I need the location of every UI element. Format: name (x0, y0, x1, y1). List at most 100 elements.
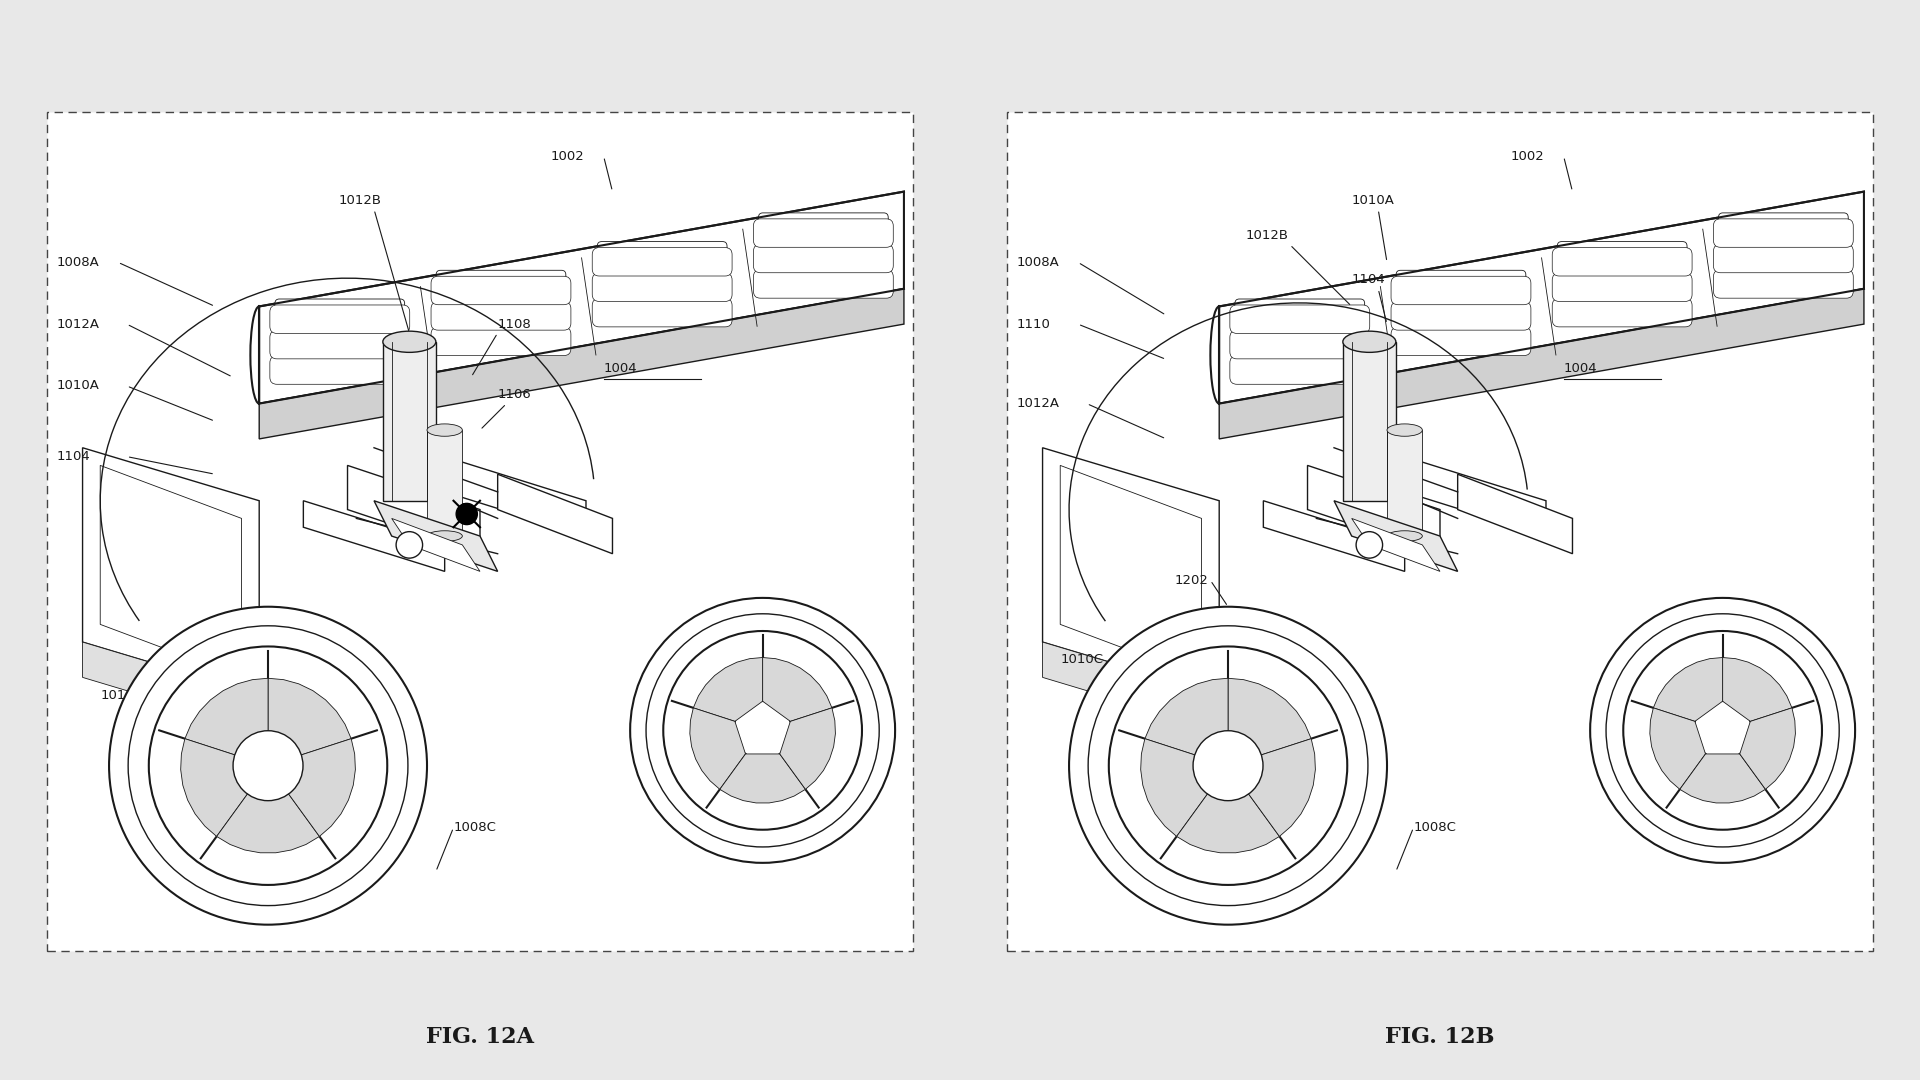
Circle shape (1089, 625, 1367, 906)
Text: FIG. 12B: FIG. 12B (1384, 1026, 1496, 1048)
Polygon shape (374, 501, 497, 571)
Polygon shape (1043, 642, 1219, 730)
Text: 1010A: 1010A (56, 379, 100, 392)
Text: 1002: 1002 (1511, 150, 1544, 163)
Polygon shape (259, 191, 904, 404)
FancyBboxPatch shape (1551, 273, 1692, 301)
FancyBboxPatch shape (1396, 323, 1526, 347)
Polygon shape (445, 457, 586, 536)
FancyBboxPatch shape (1235, 351, 1365, 375)
Polygon shape (1140, 739, 1208, 836)
FancyBboxPatch shape (1235, 324, 1365, 348)
FancyBboxPatch shape (275, 351, 405, 375)
FancyBboxPatch shape (597, 269, 728, 293)
FancyBboxPatch shape (275, 302, 405, 326)
Circle shape (232, 731, 303, 800)
Text: 1008A: 1008A (56, 256, 98, 269)
Polygon shape (217, 794, 319, 853)
Text: 1012A: 1012A (1016, 397, 1060, 410)
Circle shape (733, 701, 791, 759)
Polygon shape (1680, 754, 1766, 802)
Polygon shape (720, 754, 806, 802)
FancyBboxPatch shape (597, 294, 728, 318)
Text: 1110: 1110 (1104, 732, 1139, 745)
Circle shape (109, 607, 426, 924)
Polygon shape (1649, 707, 1705, 789)
Polygon shape (1177, 794, 1279, 853)
FancyBboxPatch shape (753, 244, 893, 273)
FancyBboxPatch shape (1713, 270, 1853, 298)
Ellipse shape (382, 332, 436, 352)
Circle shape (1069, 607, 1386, 924)
Ellipse shape (1342, 332, 1396, 352)
Polygon shape (1043, 448, 1219, 696)
FancyBboxPatch shape (436, 270, 566, 294)
FancyBboxPatch shape (1557, 269, 1688, 293)
Text: 1004: 1004 (1563, 362, 1597, 375)
Text: 1010C: 1010C (100, 689, 144, 702)
Ellipse shape (426, 530, 463, 541)
FancyBboxPatch shape (436, 323, 566, 347)
Circle shape (457, 503, 478, 525)
Polygon shape (1308, 465, 1440, 554)
Polygon shape (693, 658, 762, 721)
FancyBboxPatch shape (1718, 241, 1849, 265)
FancyBboxPatch shape (758, 213, 889, 237)
Text: 1108: 1108 (497, 318, 532, 330)
Polygon shape (1229, 678, 1311, 755)
Polygon shape (1740, 707, 1795, 789)
FancyBboxPatch shape (1231, 330, 1369, 359)
Polygon shape (1352, 518, 1440, 571)
Polygon shape (259, 288, 904, 438)
Circle shape (1192, 731, 1263, 800)
Text: 1104: 1104 (56, 450, 90, 463)
FancyBboxPatch shape (271, 305, 409, 334)
Circle shape (1693, 701, 1751, 759)
FancyBboxPatch shape (1551, 247, 1692, 276)
FancyBboxPatch shape (758, 238, 889, 261)
Polygon shape (180, 739, 248, 836)
FancyBboxPatch shape (1396, 298, 1526, 322)
Circle shape (1622, 631, 1822, 829)
Bar (1386, 430, 1423, 536)
Text: 1106: 1106 (497, 388, 532, 402)
Polygon shape (392, 518, 480, 571)
Polygon shape (1722, 658, 1791, 721)
FancyBboxPatch shape (1718, 265, 1849, 288)
Polygon shape (1653, 658, 1722, 721)
FancyBboxPatch shape (1235, 302, 1365, 326)
Text: 1012B: 1012B (338, 194, 382, 207)
FancyBboxPatch shape (753, 219, 893, 247)
FancyBboxPatch shape (1713, 244, 1853, 273)
FancyBboxPatch shape (758, 216, 889, 240)
Text: 1010A: 1010A (1352, 194, 1394, 207)
Circle shape (1110, 647, 1348, 885)
Circle shape (662, 631, 862, 829)
FancyBboxPatch shape (275, 326, 405, 350)
FancyBboxPatch shape (432, 276, 570, 305)
FancyBboxPatch shape (1396, 295, 1526, 319)
FancyBboxPatch shape (436, 298, 566, 322)
FancyBboxPatch shape (436, 295, 566, 319)
Bar (1342, 341, 1396, 501)
FancyBboxPatch shape (1392, 276, 1530, 305)
FancyBboxPatch shape (1551, 298, 1692, 327)
Polygon shape (689, 707, 745, 789)
Text: 1010C: 1010C (1060, 653, 1104, 666)
FancyBboxPatch shape (275, 324, 405, 348)
Polygon shape (1334, 501, 1457, 571)
Polygon shape (269, 678, 351, 755)
FancyBboxPatch shape (1718, 216, 1849, 240)
FancyBboxPatch shape (1713, 219, 1853, 247)
Text: 1202: 1202 (1175, 573, 1210, 586)
FancyBboxPatch shape (591, 247, 732, 276)
Circle shape (1605, 613, 1839, 847)
Polygon shape (762, 658, 831, 721)
FancyBboxPatch shape (271, 330, 409, 359)
FancyBboxPatch shape (1231, 355, 1369, 384)
Ellipse shape (1386, 423, 1423, 436)
Text: 1008A: 1008A (1016, 256, 1058, 269)
FancyBboxPatch shape (1557, 242, 1688, 266)
FancyBboxPatch shape (275, 299, 405, 323)
Circle shape (1356, 531, 1382, 558)
